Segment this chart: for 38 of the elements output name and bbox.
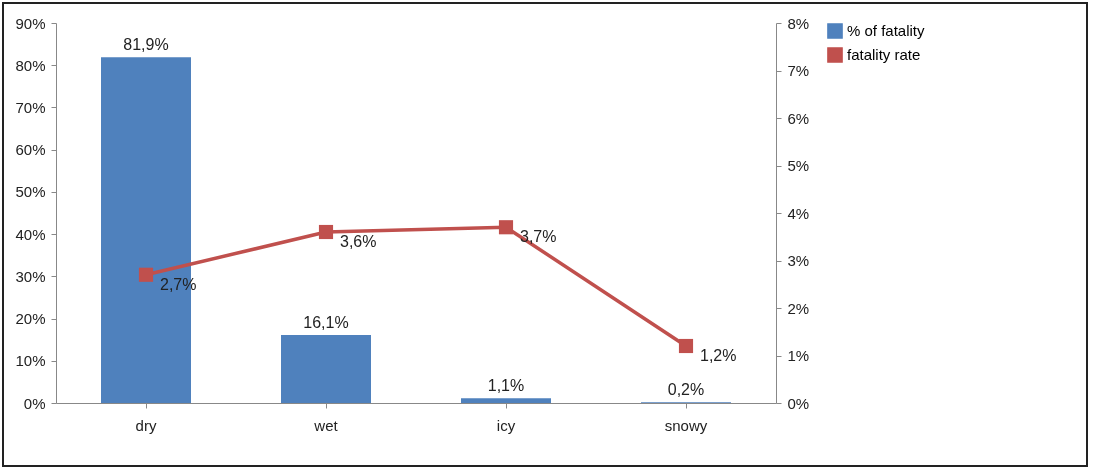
- y-tick-label: 80%: [15, 56, 46, 74]
- point: [138, 267, 154, 282]
- y-tick-label: 70%: [15, 98, 46, 116]
- point: [498, 220, 514, 235]
- legend-label: % of fatality: [847, 22, 926, 39]
- y2-tick-label: 6%: [787, 109, 810, 127]
- y2-tick-label: 3%: [787, 252, 810, 269]
- y2-tick-label: 2%: [787, 299, 810, 317]
- data-label: 16,1%: [303, 314, 349, 332]
- y-tick-label: 90%: [15, 14, 46, 32]
- y-tick-label: 40%: [15, 225, 46, 243]
- y-tick-label: 60%: [15, 141, 46, 159]
- data-label: 3,7%: [520, 228, 557, 246]
- x-tick-label: dry: [135, 416, 157, 434]
- x-tick-label: icy: [496, 416, 516, 434]
- y2-tick-label: 8%: [787, 14, 810, 32]
- y-tick-label: 10%: [15, 352, 46, 370]
- y2-tick-label: 0%: [787, 394, 810, 412]
- y-tick-label: 20%: [15, 310, 46, 328]
- point: [678, 338, 694, 354]
- point: [318, 224, 334, 240]
- x-tick-label: snowy: [664, 416, 708, 434]
- bar: [461, 398, 551, 403]
- x-tick-label: wet: [313, 416, 339, 434]
- bar: [281, 335, 371, 403]
- y2-tick-label: 7%: [787, 62, 810, 79]
- data-label: 81,9%: [123, 36, 169, 54]
- data-label: 1,2%: [700, 347, 737, 364]
- data-label: 1,1%: [487, 377, 525, 395]
- y-tick-label: 50%: [15, 183, 46, 201]
- y-tick-label: 30%: [15, 267, 46, 285]
- y2-tick-label: 4%: [787, 204, 810, 222]
- data-label: 3,6%: [340, 233, 377, 250]
- y-tick-label: 0%: [23, 394, 46, 412]
- data-label: 0,2%: [667, 381, 705, 399]
- y2-tick-label: 5%: [787, 157, 810, 174]
- legend-label: fatality rate: [847, 46, 921, 63]
- y2-tick-label: 1%: [787, 347, 810, 364]
